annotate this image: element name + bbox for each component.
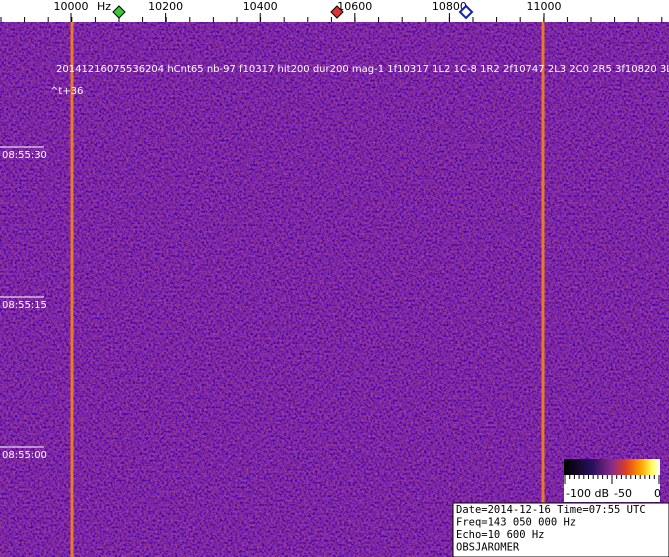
colorbar-label: -100 dB <box>566 487 609 500</box>
time-label: 08:55:00 <box>2 450 47 461</box>
time-label: 08:55:30 <box>2 150 47 161</box>
info-line: Date=2014-12-16 Time=07:55 UTC <box>456 504 646 516</box>
annotation-line: ^t+36 <box>50 86 83 97</box>
waterfall-noise <box>0 22 669 557</box>
marker-blue[interactable] <box>458 4 474 20</box>
frequency-label: 10200 <box>148 0 183 13</box>
frequency-label: 10600 <box>337 0 372 13</box>
info-box <box>452 502 669 557</box>
time-label: 08:55:15 <box>2 300 47 311</box>
frequency-unit: Hz <box>97 0 111 13</box>
frequency-label: 10800 <box>432 0 467 13</box>
marker-red[interactable] <box>330 5 344 19</box>
frequency-label: 10400 <box>243 0 278 13</box>
frequency-label: 11000 <box>527 0 562 13</box>
colorbar <box>564 459 660 475</box>
info-line: Echo=10 600 Hz <box>456 529 545 541</box>
info-line: Freq=143 050 000 Hz <box>456 517 576 529</box>
colorbar-label: 0 <box>654 487 661 500</box>
colorbar-label: -50 <box>614 487 632 500</box>
annotation-line: 20141216075536204 hCnt65 nb-97 f10317 hi… <box>56 64 669 75</box>
info-line: OBSJAROMER <box>456 542 520 554</box>
marker-green[interactable] <box>112 5 126 19</box>
frequency-label: 10000 <box>54 0 89 13</box>
